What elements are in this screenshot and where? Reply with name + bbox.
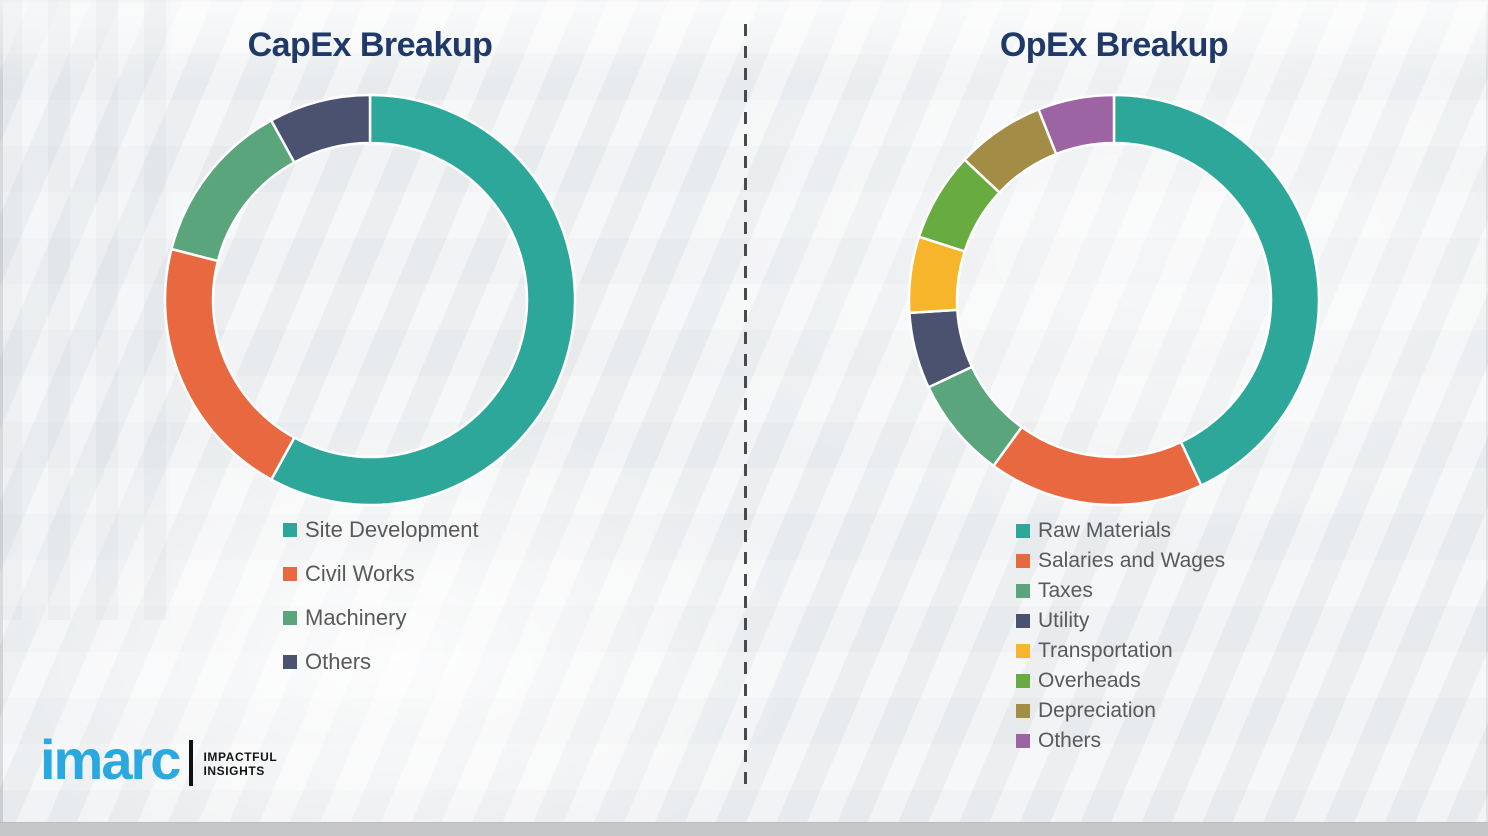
- capex-legend: Site Development Civil Works Machinery O…: [283, 508, 479, 684]
- legend-label-raw-materials: Raw Materials: [1038, 519, 1172, 542]
- opex-breakup-slice-salaries-and-wages: [992, 425, 1203, 507]
- legend-swatch-machinery: [283, 611, 297, 625]
- legend-swatch-site-development: [283, 523, 297, 537]
- legend-label-capex-others: Others: [305, 649, 372, 674]
- legend-label-salaries-and-wages: Salaries and Wages: [1038, 549, 1226, 572]
- legend-item-overheads: Overheads: [1016, 666, 1225, 696]
- panel-divider-dashed-line: [744, 24, 747, 790]
- legend-swatch-utility: [1016, 614, 1030, 628]
- legend-label-civil-works: Civil Works: [305, 561, 415, 586]
- imarc-tagline-line-2: INSIGHTS: [203, 764, 265, 778]
- legend-item-opex-others: Others: [1016, 726, 1225, 756]
- legend-swatch-depreciation: [1016, 704, 1030, 718]
- opex-breakup-slice-raw-materials: [1112, 93, 1321, 487]
- legend-label-site-development: Site Development: [305, 517, 479, 542]
- imarc-logo-divider-bar: [189, 740, 194, 786]
- opex-breakup-slice-others: [1037, 93, 1116, 156]
- legend-label-depreciation: Depreciation: [1038, 699, 1156, 722]
- legend-swatch-opex-others: [1016, 734, 1030, 748]
- legend-label-taxes: Taxes: [1038, 579, 1093, 602]
- legend-item-raw-materials: Raw Materials: [1016, 516, 1225, 546]
- imarc-logo: imarc IMPACTFUL INSIGHTS: [40, 732, 277, 788]
- legend-swatch-salaries-and-wages: [1016, 554, 1030, 568]
- legend-swatch-civil-works: [283, 567, 297, 581]
- legend-swatch-raw-materials: [1016, 524, 1030, 538]
- legend-swatch-overheads: [1016, 674, 1030, 688]
- opex-chart-title: OpEx Breakup: [999, 26, 1229, 64]
- opex-legend: Raw Materials Salaries and Wages Taxes U…: [1016, 516, 1225, 756]
- legend-item-utility: Utility: [1016, 606, 1225, 636]
- capex-chart-title: CapEx Breakup: [247, 26, 493, 64]
- capex-breakup-slice-site-development: [269, 93, 577, 507]
- legend-label-utility: Utility: [1038, 609, 1090, 632]
- capex-donut-chart: [163, 93, 577, 507]
- legend-item-capex-others: Others: [283, 640, 479, 684]
- imarc-logo-wordmark: imarc: [40, 728, 181, 791]
- legend-label-opex-others: Others: [1038, 729, 1102, 752]
- legend-item-taxes: Taxes: [1016, 576, 1225, 606]
- imarc-tagline-line-1: IMPACTFUL: [203, 750, 278, 764]
- legend-item-site-development: Site Development: [283, 508, 479, 552]
- legend-item-transportation: Transportation: [1016, 636, 1225, 666]
- capex-breakup-slice-machinery: [170, 119, 296, 263]
- legend-item-machinery: Machinery: [283, 596, 479, 640]
- opex-donut-chart: [907, 93, 1321, 507]
- legend-item-salaries-and-wages: Salaries and Wages: [1016, 546, 1225, 576]
- legend-item-depreciation: Depreciation: [1016, 696, 1225, 726]
- legend-swatch-capex-others: [283, 655, 297, 669]
- imarc-logo-tagline: IMPACTFUL INSIGHTS: [203, 750, 277, 778]
- bottom-gray-strip: [0, 822, 1488, 836]
- capex-breakup-slice-civil-works: [163, 247, 296, 481]
- legend-item-civil-works: Civil Works: [283, 552, 479, 596]
- legend-swatch-taxes: [1016, 584, 1030, 598]
- capex-breakup-slice-others: [269, 93, 372, 164]
- legend-swatch-transportation: [1016, 644, 1030, 658]
- legend-label-transportation: Transportation: [1038, 639, 1173, 662]
- background-texture-left: [0, 0, 170, 620]
- legend-label-machinery: Machinery: [305, 605, 407, 630]
- legend-label-overheads: Overheads: [1038, 669, 1141, 692]
